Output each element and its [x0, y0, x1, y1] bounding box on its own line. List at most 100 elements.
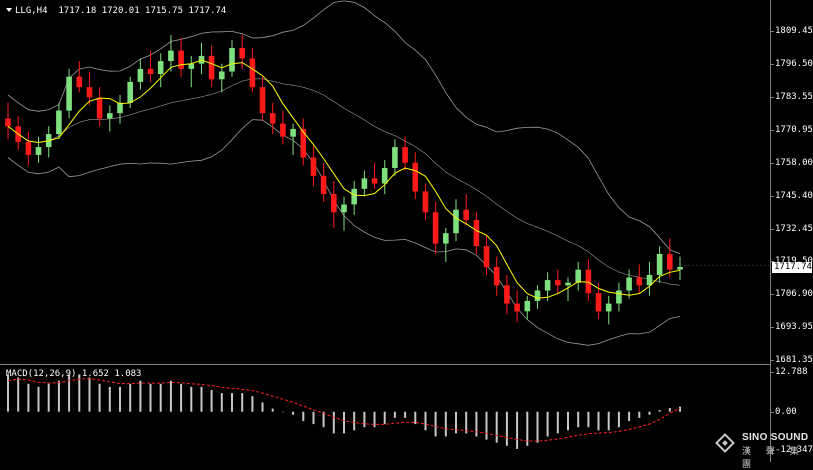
ohlc-values: 1717.18 1720.01 1715.75 1717.74 — [58, 6, 227, 16]
candle-body — [239, 48, 245, 59]
candle-body — [677, 267, 683, 270]
macd-histogram-bar — [404, 411, 407, 418]
candle-body — [137, 68, 144, 82]
macd-histogram-bar — [393, 411, 396, 418]
macd-histogram-bar — [159, 383, 162, 412]
price-tick: 1681.35 — [771, 355, 813, 365]
candle-body — [259, 87, 266, 114]
price-chart-pane[interactable]: LLG,H4 1717.18 1720.01 1715.75 1717.74 — [0, 0, 770, 365]
macd-histogram-bar — [332, 411, 335, 434]
candle-body — [341, 204, 347, 213]
candle-body — [626, 277, 632, 291]
candle-body — [636, 277, 643, 286]
candle-body — [443, 233, 449, 244]
candle-body — [147, 68, 154, 75]
macd-histogram-bar — [617, 411, 620, 428]
candle-body — [320, 175, 327, 195]
macd-histogram-bar — [139, 380, 142, 412]
macd-histogram-bar — [363, 411, 366, 428]
bollinger-lower-band — [7, 119, 681, 346]
candle-body — [76, 76, 83, 88]
price-chart-canvas[interactable] — [0, 0, 770, 364]
macd-histogram-bar — [505, 411, 508, 446]
macd-histogram-bar — [190, 386, 193, 412]
macd-histogram-bar — [78, 374, 81, 412]
candle-body — [219, 71, 225, 80]
candle-body — [585, 269, 592, 294]
macd-histogram-bar — [231, 393, 233, 412]
candle-body — [514, 303, 520, 312]
macd-histogram-bar — [261, 402, 264, 412]
macd-histogram-bar — [169, 380, 172, 412]
macd-histogram-bar — [220, 393, 223, 412]
macd-histogram-bar — [444, 411, 447, 437]
candle-body — [463, 209, 469, 221]
candle-body — [483, 246, 490, 268]
macd-histogram-bar — [47, 383, 50, 412]
macd-histogram-bar — [180, 383, 183, 412]
candle-body — [208, 55, 215, 80]
candle-body — [453, 209, 459, 234]
price-tick: 1745.40 — [771, 191, 813, 201]
macd-histogram-bar — [210, 390, 213, 412]
sino-sound-logo: SINO SOUND 漢 聲 集 團 — [715, 432, 812, 470]
price-tick: 1783.55 — [771, 92, 813, 102]
candle-body — [35, 147, 42, 155]
candle-body — [595, 293, 602, 312]
candle-body — [605, 303, 612, 312]
candle-body — [544, 280, 551, 291]
candle-body — [555, 280, 561, 286]
candle-body — [5, 118, 11, 127]
macd-histogram-bar — [353, 411, 356, 431]
moving-average-line — [7, 59, 681, 299]
macd-tick: -12.347 — [771, 445, 813, 455]
candle-body — [290, 128, 296, 137]
candle-body — [473, 220, 480, 247]
macd-histogram-bar — [98, 383, 101, 412]
macd-histogram-bar — [587, 411, 590, 428]
macd-tick: 0.00 — [771, 407, 797, 417]
dropdown-triangle-icon[interactable] — [6, 8, 12, 12]
macd-histogram-bar — [638, 411, 641, 418]
macd-histogram-bar — [495, 411, 498, 443]
candle-body — [361, 178, 368, 189]
candle-body — [25, 141, 32, 155]
macd-histogram-bar — [312, 411, 315, 425]
candle-body — [127, 81, 133, 103]
macd-histogram-bar — [88, 377, 91, 412]
macd-histogram-bar — [546, 411, 549, 437]
bollinger-middle-band — [7, 78, 681, 286]
candle-body — [96, 97, 103, 119]
candle-body — [422, 191, 429, 213]
candle-body — [280, 123, 286, 137]
macd-histogram-bar — [343, 411, 345, 434]
macd-histogram-bar — [7, 374, 9, 412]
candle-body — [351, 188, 357, 205]
macd-histogram-bar — [383, 411, 386, 425]
macd-histogram-bar — [628, 411, 631, 421]
macd-histogram-bar — [567, 411, 569, 431]
candle-body — [178, 50, 184, 69]
macd-indicator-pane[interactable]: MACD(12,26,9) 1.652 1.083 — [0, 366, 770, 462]
candle-body — [331, 194, 337, 213]
candle-body — [56, 110, 62, 135]
macd-histogram-bar — [27, 383, 30, 412]
candle-body — [229, 48, 235, 72]
candle-body — [534, 290, 541, 301]
macd-histogram-bar — [455, 411, 457, 434]
price-axis[interactable]: 1809.45 1796.50 1783.55 1770.95 1758.00 … — [770, 0, 813, 462]
candle-body — [392, 147, 398, 168]
candle-body — [667, 254, 673, 270]
candle-body — [381, 168, 388, 184]
macd-chart-canvas[interactable] — [0, 366, 770, 462]
macd-label: MACD(12,26,9) 1.652 1.083 — [6, 369, 142, 379]
symbol-timeframe: LLG,H4 — [15, 6, 48, 16]
candle-body — [616, 290, 622, 304]
macd-histogram-bar — [68, 374, 71, 412]
candle-body — [432, 212, 439, 244]
candle-body — [86, 87, 93, 98]
candle-body — [575, 269, 581, 283]
macd-histogram-bar — [129, 383, 132, 412]
macd-histogram-bar — [251, 396, 254, 412]
candle-body — [310, 157, 317, 176]
